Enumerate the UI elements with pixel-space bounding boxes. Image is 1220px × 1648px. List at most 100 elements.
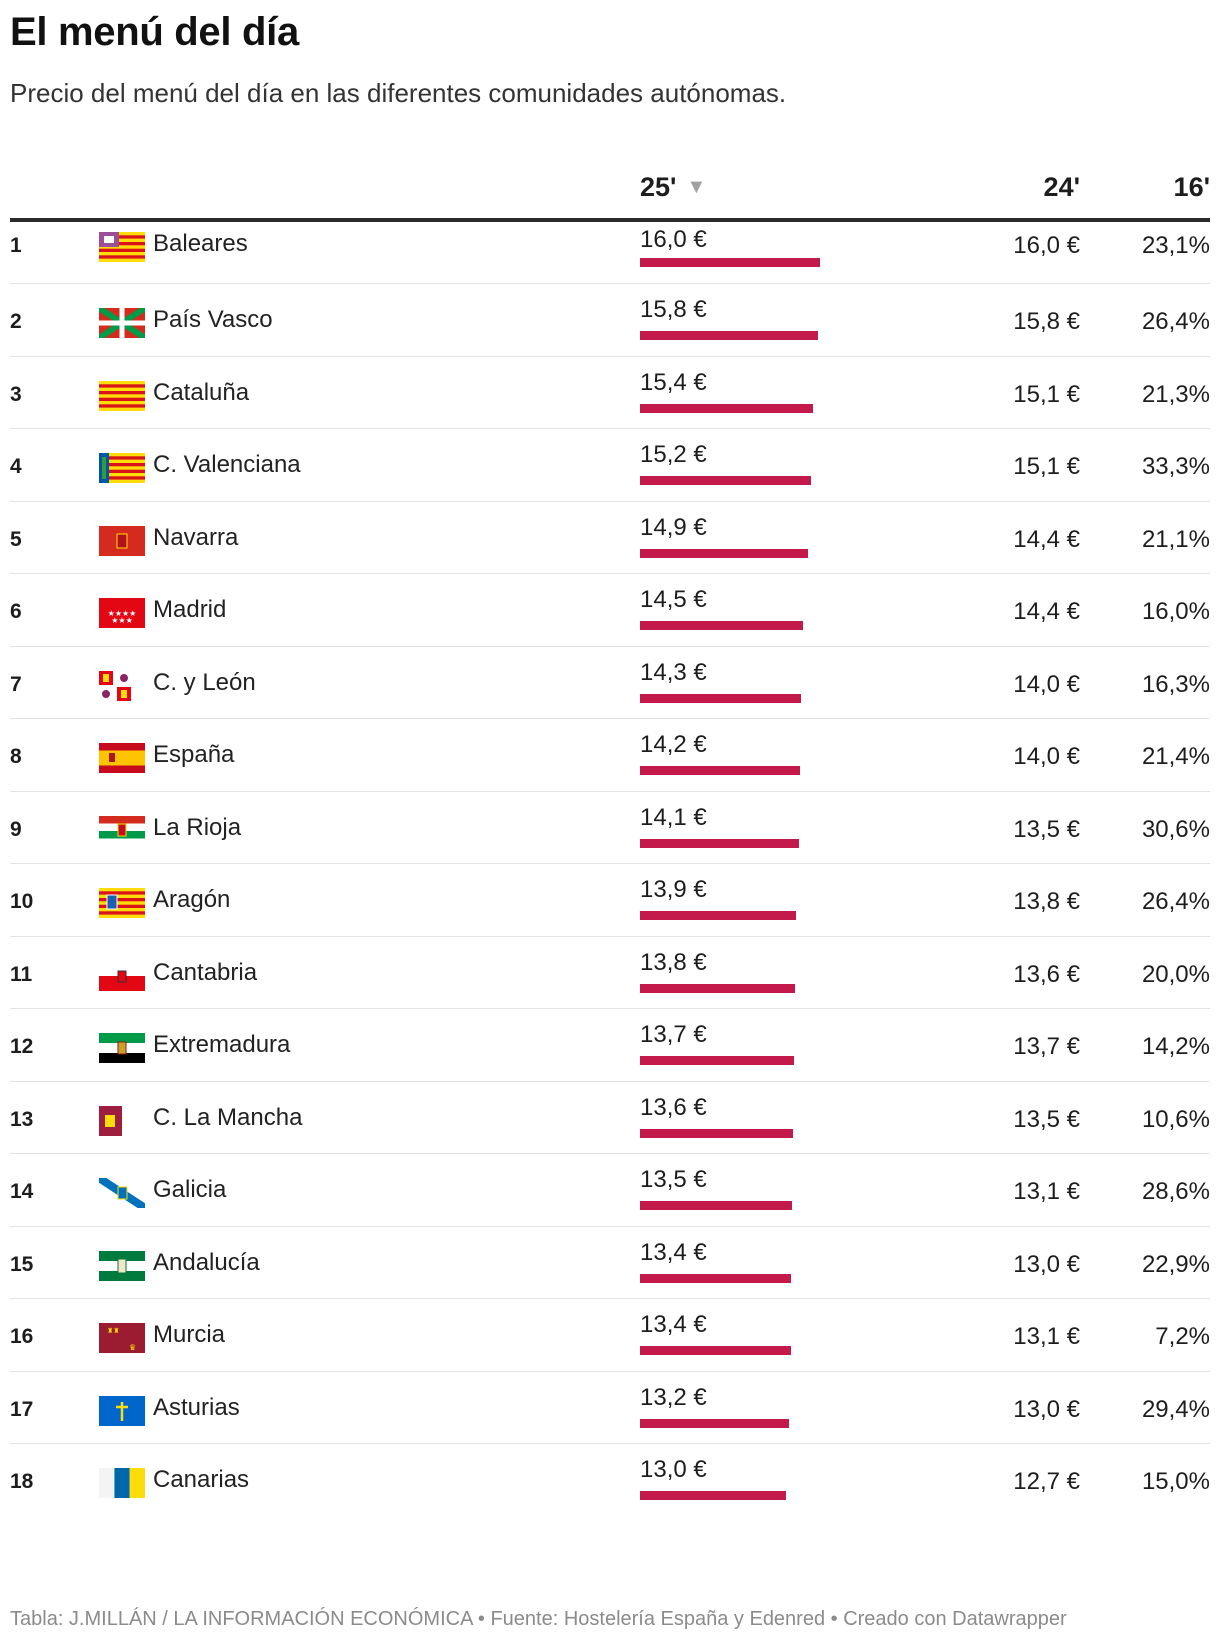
row-rank: 18 xyxy=(10,1470,34,1493)
table-row: 1 Baleares 16,0 € 16,0 € 23,1% xyxy=(10,220,1210,284)
flag-cantabria-icon xyxy=(99,960,145,991)
flag-icon-valenciana xyxy=(99,453,145,483)
table-row: 11 Cantabria 13,8 € 13,6 € 20,0% xyxy=(10,937,1210,1009)
table-row: 13 C. La Mancha 13,6 € 13,5 € 10,6% xyxy=(10,1082,1210,1154)
column-header-24[interactable]: 24' xyxy=(1043,172,1080,202)
value-24: 14,0 € xyxy=(1013,670,1080,698)
value-24: 13,0 € xyxy=(1013,1250,1080,1278)
value-16: 7,2% xyxy=(1155,1323,1210,1350)
value-25: 13,6 € xyxy=(640,1093,707,1121)
region-name: Baleares xyxy=(153,230,248,257)
table-row: 3 Cataluña 15,4 € 15,1 € 21,3% xyxy=(10,357,1210,429)
flag-valenciana-icon xyxy=(99,453,145,483)
bar-25 xyxy=(640,983,795,993)
region-name: Cantabria xyxy=(153,958,258,986)
table-row: 8 España 14,2 € 14,0 € 21,4% xyxy=(10,719,1210,792)
table-row: 5 Navarra 14,9 € 14,4 € 21,1% xyxy=(10,502,1210,574)
value-25: 13,9 € xyxy=(640,876,707,903)
table-row: 7 C. y León 14,3 € 14,0 € 16,3% xyxy=(10,647,1210,719)
value-24: 13,1 € xyxy=(1013,1178,1080,1205)
table-row: 6 ★★★★ ★★★ Madrid 14,5 € 14,4 € 16,0% xyxy=(10,574,1210,647)
value-16: 20,0% xyxy=(1141,960,1210,988)
flag-aragon-icon xyxy=(99,888,145,918)
value-16: 16,3% xyxy=(1141,670,1210,698)
flag-icon-la-rioja xyxy=(99,815,145,846)
row-rank: 5 xyxy=(10,527,22,551)
flag-icon-canarias xyxy=(99,1468,145,1498)
region-name: Navarra xyxy=(153,523,239,551)
value-25: 13,0 € xyxy=(640,1456,707,1483)
value-16: 10,6% xyxy=(1141,1105,1210,1133)
row-rank: 10 xyxy=(10,890,34,913)
row-rank: 17 xyxy=(10,1397,34,1421)
value-16: 28,6% xyxy=(1141,1178,1210,1205)
bar-25 xyxy=(640,1273,791,1283)
row-rank: 1 xyxy=(10,234,22,257)
value-24: 13,5 € xyxy=(1013,815,1080,843)
flag-icon-galicia xyxy=(99,1178,145,1208)
bar-25 xyxy=(640,766,800,775)
table-row: 14 Galicia 13,5 € 13,1 € 28,6% xyxy=(10,1154,1210,1227)
value-25: 13,2 € xyxy=(640,1383,707,1411)
region-name: Aragón xyxy=(153,886,231,913)
flag-icon-baleares xyxy=(99,232,145,262)
flag-madrid-icon: ★★★★★★★ xyxy=(99,598,145,628)
flag-asturias-icon xyxy=(99,1395,145,1426)
bar-25 xyxy=(640,838,799,848)
table-row: 10 Aragón 13,9 € 13,8 € 26,4% xyxy=(10,864,1210,937)
row-rank: 9 xyxy=(10,817,22,841)
column-header-16[interactable]: 16' xyxy=(1173,172,1210,202)
flag-icon-murcia: ♜♜ ♛ xyxy=(99,1323,145,1353)
table-row: 12 Extremadura 13,7 € 13,7 € 14,2% xyxy=(10,1009,1210,1082)
region-name: La Rioja xyxy=(153,813,242,841)
column-header-25[interactable]: 25' ▼ xyxy=(640,172,706,203)
value-24: 13,1 € xyxy=(1013,1323,1080,1350)
bar-25 xyxy=(640,1346,791,1355)
flag-icon-cataluna xyxy=(99,380,145,411)
row-rank: 3 xyxy=(10,382,22,406)
row-rank: 11 xyxy=(10,962,33,986)
value-24: 15,8 € xyxy=(1013,308,1080,335)
flag-icon-espana xyxy=(99,743,145,773)
row-rank: 8 xyxy=(10,745,22,768)
sort-descending-icon: ▼ xyxy=(686,176,707,198)
flag-murcia-icon: ♜♜ ♛ xyxy=(99,1323,145,1353)
svg-text:♛: ♛ xyxy=(129,1343,136,1352)
region-name: C. y León xyxy=(153,668,256,696)
flag-cataluna-icon xyxy=(99,380,145,411)
flag-espana-icon xyxy=(99,743,145,773)
row-rank: 14 xyxy=(10,1180,34,1203)
value-25: 15,4 € xyxy=(640,368,707,396)
flag-la-rioja-icon xyxy=(99,815,145,846)
flag-extremadura-icon xyxy=(99,1033,145,1063)
value-16: 15,0% xyxy=(1141,1468,1210,1495)
region-name: Extremadura xyxy=(153,1031,291,1058)
bar-25 xyxy=(640,1201,792,1210)
value-25: 15,2 € xyxy=(640,441,707,468)
value-16: 14,2% xyxy=(1141,1033,1210,1060)
flag-andalucia-icon xyxy=(99,1250,145,1281)
region-name: Canarias xyxy=(153,1466,250,1493)
value-25: 13,8 € xyxy=(640,948,707,976)
region-name: España xyxy=(153,741,235,768)
value-25: 13,4 € xyxy=(640,1311,707,1338)
flag-icon-castilla-leon xyxy=(99,670,145,701)
flag-icon-extremadura xyxy=(99,1033,145,1063)
value-24: 13,5 € xyxy=(1013,1105,1080,1133)
value-16: 16,0% xyxy=(1141,598,1210,625)
bar-25 xyxy=(640,1056,794,1065)
bar-25 xyxy=(640,621,803,630)
column-header-25-label: 25' xyxy=(640,172,677,202)
value-16: 23,1% xyxy=(1141,232,1210,259)
svg-text:★★★: ★★★ xyxy=(111,616,133,625)
value-25: 15,8 € xyxy=(640,296,707,323)
value-16: 26,4% xyxy=(1141,308,1210,335)
flag-pais-vasco-icon xyxy=(99,308,145,338)
flag-icon-andalucia xyxy=(99,1250,145,1281)
value-16: 33,3% xyxy=(1141,453,1210,480)
bar-25 xyxy=(640,693,801,703)
row-rank: 2 xyxy=(10,310,22,333)
table-row: 9 La Rioja 14,1 € 13,5 € 30,6% xyxy=(10,792,1210,864)
table-row: 15 Andalucía 13,4 € 13,0 € 22,9% xyxy=(10,1227,1210,1299)
svg-text:★★★★: ★★★★ xyxy=(108,609,137,618)
